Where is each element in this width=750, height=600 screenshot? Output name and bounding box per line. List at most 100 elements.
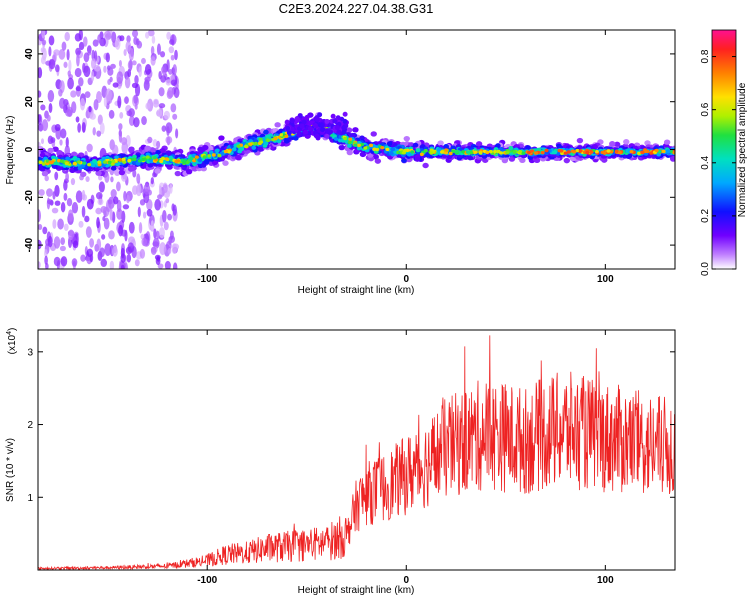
- heatmap-noise-cell: [163, 110, 171, 120]
- heatmap-noise-cell: [158, 103, 166, 109]
- heatmap-cell: [324, 128, 330, 134]
- heatmap-noise-cell: [61, 41, 67, 51]
- heatmap-noise-cell: [41, 39, 47, 46]
- heatmap-cell: [297, 113, 303, 119]
- heatmap-noise-cell: [128, 47, 134, 61]
- heatmap-noise-cell: [84, 215, 90, 223]
- heatmap-noise-cell: [76, 53, 80, 67]
- heatmap-noise-cell: [60, 202, 66, 213]
- heatmap-noise-cell: [112, 144, 119, 156]
- heatmap-noise-cell: [97, 114, 103, 125]
- heatmap-noise-cell: [54, 200, 61, 206]
- heatmap-cell: [465, 150, 470, 154]
- heatmap-cell: [218, 135, 225, 141]
- heatmap-cell: [111, 159, 116, 164]
- heatmap-cell: [223, 149, 228, 154]
- heatmap-noise-cell: [152, 99, 160, 108]
- heatmap-cell: [38, 157, 43, 162]
- heatmap-cell: [236, 144, 241, 148]
- heatmap-noise-cell: [161, 125, 167, 132]
- heatmap-cell: [45, 161, 50, 166]
- heatmap-noise-cell: [79, 97, 86, 111]
- heatmap-cell: [410, 150, 415, 154]
- heatmap-noise-cell: [143, 79, 150, 91]
- heatmap-noise-cell: [104, 172, 110, 183]
- heatmap-cell: [623, 139, 630, 145]
- heatmap-cell: [560, 151, 565, 156]
- heatmap-cell: [286, 130, 292, 136]
- heatmap-noise-cell: [123, 49, 127, 57]
- heatmap-noise-cell: [144, 64, 152, 75]
- heatmap-cell: [155, 150, 161, 155]
- heatmap-cell: [385, 147, 390, 152]
- heatmap-noise-cell: [54, 184, 60, 197]
- heatmap-noise-cell: [40, 47, 45, 53]
- heatmap-y-tick-label: -40: [24, 237, 35, 252]
- heatmap-noise-cell: [119, 35, 125, 42]
- heatmap-cell: [412, 142, 419, 148]
- heatmap-noise-cell: [105, 52, 111, 63]
- heatmap-cell: [429, 151, 434, 155]
- heatmap-cell: [375, 147, 380, 152]
- heatmap-cell: [285, 125, 291, 131]
- heatmap-cell: [82, 161, 87, 165]
- heatmap-y-tick-label: 20: [24, 96, 35, 108]
- heatmap-cell: [77, 160, 82, 164]
- heatmap-noise-cell: [89, 238, 95, 248]
- heatmap-cell: [578, 149, 583, 153]
- heatmap-cell: [336, 129, 342, 135]
- heatmap-cell: [563, 151, 568, 155]
- heatmap-cell: [308, 120, 314, 126]
- heatmap-cell: [248, 142, 253, 146]
- heatmap-cell: [444, 150, 449, 155]
- heatmap-noise-cell: [105, 88, 112, 102]
- heatmap-noise-cell: [117, 95, 122, 109]
- heatmap-noise-cell: [107, 199, 113, 205]
- heatmap-noise-cell: [150, 56, 156, 66]
- heatmap-noise-cell: [75, 47, 81, 56]
- heatmap-cell: [533, 157, 541, 164]
- heatmap-noise-cell: [59, 139, 63, 146]
- heatmap-cell: [299, 123, 305, 129]
- colorbar-tick-label: 0.2: [700, 209, 711, 223]
- heatmap-cell: [222, 160, 229, 166]
- heatmap-cell: [312, 122, 318, 128]
- heatmap-cell: [446, 154, 453, 160]
- heatmap-noise-cell: [38, 189, 45, 196]
- heatmap-cell: [145, 155, 150, 159]
- heatmap-cell: [374, 158, 382, 164]
- heatmap-cell: [360, 142, 365, 147]
- heatmap-cell: [403, 148, 408, 153]
- heatmap-noise-cell: [138, 222, 143, 234]
- heatmap-cell: [640, 150, 645, 155]
- heatmap-cell: [414, 157, 421, 162]
- heatmap-cell: [423, 149, 428, 153]
- heatmap-noise-cell: [82, 36, 88, 47]
- heatmap-cell: [576, 137, 584, 144]
- heatmap-noise-cell: [58, 89, 63, 97]
- heatmap-noise-cell: [162, 209, 167, 223]
- heatmap-cell: [665, 149, 671, 154]
- heatmap-cell: [534, 151, 539, 155]
- heatmap-cell: [127, 159, 132, 163]
- heatmap-cell: [338, 144, 345, 151]
- heatmap-cell: [70, 151, 78, 157]
- heatmap-noise-cell: [44, 249, 48, 258]
- heatmap-noise-cell: [81, 122, 86, 133]
- heatmap-cell: [519, 157, 526, 164]
- heatmap-cell: [346, 143, 352, 148]
- heatmap-noise-cell: [58, 97, 66, 109]
- heatmap-noise-cell: [112, 246, 118, 257]
- heatmap-cell: [202, 155, 207, 159]
- heatmap-cell: [38, 160, 43, 165]
- heatmap-cell: [314, 133, 320, 139]
- heatmap-cell: [341, 129, 347, 135]
- heatmap-cell: [444, 148, 449, 152]
- heatmap-noise-cell: [167, 213, 173, 221]
- heatmap-cell: [602, 151, 607, 155]
- snr-x-axis-label: Height of straight line (km): [298, 585, 415, 596]
- heatmap-cell: [495, 143, 501, 149]
- heatmap-noise-cell: [74, 67, 82, 78]
- heatmap-cell: [589, 150, 594, 154]
